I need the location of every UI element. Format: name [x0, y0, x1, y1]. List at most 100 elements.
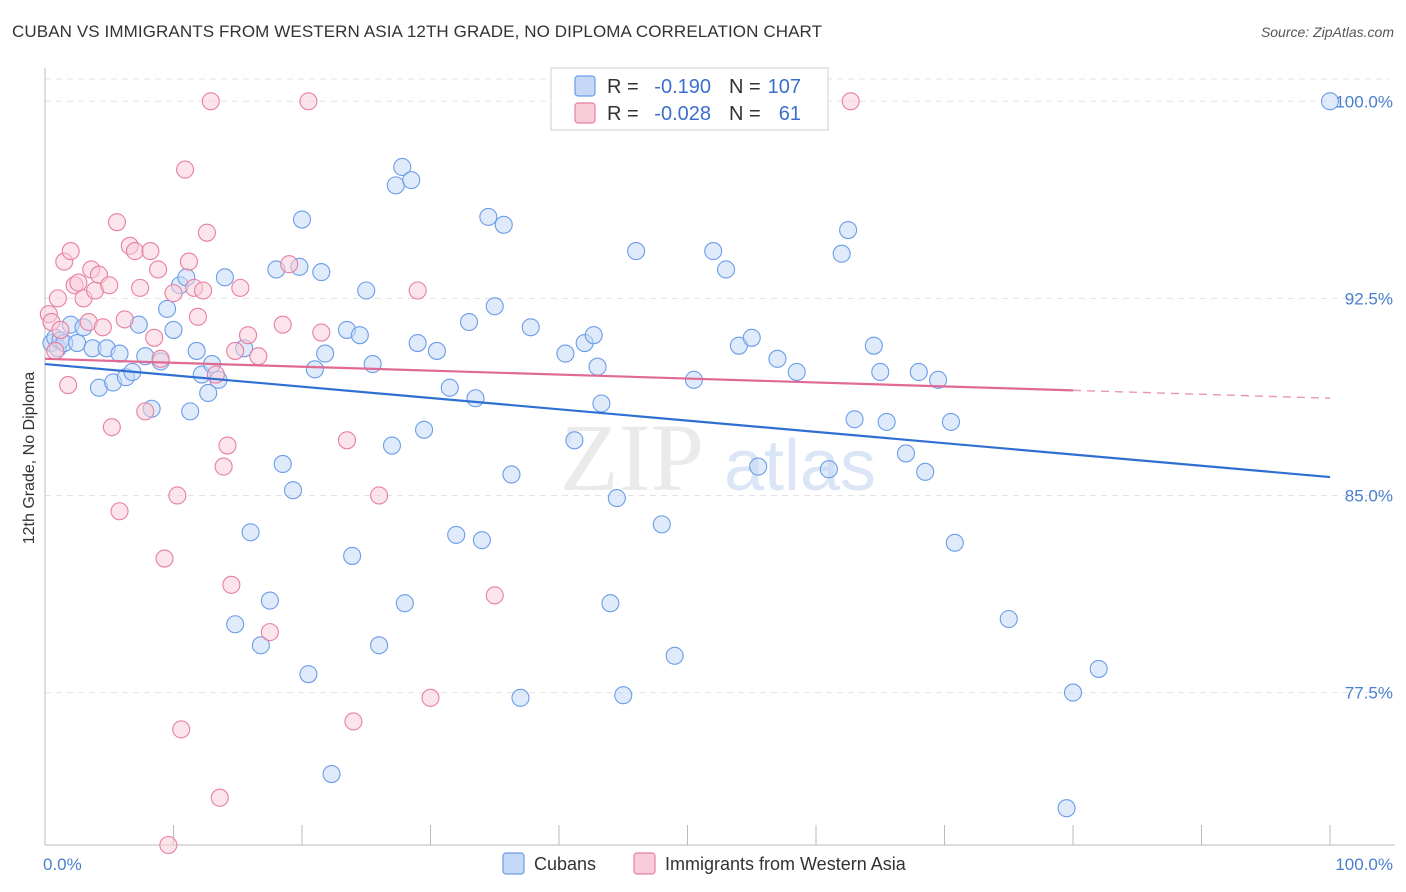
point-0-81 [665, 646, 684, 665]
point-1-44 [218, 436, 237, 455]
point-0-58 [427, 341, 446, 360]
top-legend: R = -0.190 N = 107 R = -0.028 N = 61 [550, 67, 829, 131]
point-0-62 [466, 389, 485, 408]
legend-r-label-1: R = [607, 76, 639, 98]
point-0-95 [871, 362, 890, 382]
legend-n-label-2: N = [729, 103, 761, 125]
legend-n-value-2: 61 [779, 103, 801, 125]
axes [44, 68, 1395, 846]
point-1-50 [260, 623, 279, 642]
point-0-84 [716, 260, 736, 279]
point-0-86 [742, 328, 761, 347]
point-0-47 [350, 326, 369, 345]
point-1-25 [141, 242, 160, 261]
point-0-23 [181, 402, 200, 421]
legend-r-value-1: -0.190 [654, 76, 711, 98]
chart-title: CUBAN VS IMMIGRANTS FROM WESTERN ASIA 12… [12, 22, 823, 41]
point-0-101 [941, 412, 960, 431]
point-1-33 [172, 720, 191, 739]
trend-line-0 [44, 362, 1331, 479]
point-0-74 [588, 357, 607, 376]
y-tick-labels: 77.5% 85.0% 92.5% 100.0% [1335, 92, 1393, 702]
point-0-69 [521, 318, 540, 337]
point-0-70 [556, 344, 575, 363]
point-1-4 [51, 320, 70, 339]
point-0-107 [1320, 92, 1340, 111]
point-0-53 [393, 157, 412, 177]
point-1-18 [107, 213, 127, 232]
point-1-19 [110, 502, 129, 521]
point-0-50 [370, 636, 389, 655]
point-0-78 [614, 686, 633, 705]
point-0-6 [68, 334, 87, 353]
series-points [39, 92, 1340, 855]
y-tick-label-2: 92.5% [1345, 289, 1393, 308]
watermark-atlas: atlas [724, 426, 876, 506]
legend-n-label-1: N = [729, 76, 761, 98]
point-0-79 [627, 242, 646, 261]
point-0-92 [839, 221, 858, 240]
point-0-90 [819, 460, 838, 479]
bottom-legend: Cubans Immigrants from Western Asia [502, 852, 907, 875]
point-0-102 [945, 533, 964, 552]
legend-r-value-2: -0.028 [654, 103, 711, 125]
point-0-80 [652, 515, 671, 534]
source-note: Source: ZipAtlas.com [1260, 24, 1394, 40]
y-tick-label-3: 100.0% [1335, 92, 1393, 111]
point-0-94 [864, 336, 883, 355]
point-0-59 [440, 378, 459, 397]
point-1-45 [222, 575, 241, 594]
point-1-46 [226, 341, 245, 360]
point-0-97 [896, 444, 916, 463]
trend-line-1 [44, 357, 1074, 392]
point-0-40 [299, 665, 318, 684]
point-1-20 [115, 310, 134, 329]
point-0-41 [305, 360, 324, 379]
point-1-40 [201, 92, 220, 111]
point-0-55 [402, 171, 421, 190]
bottom-legend-label-cubans: Cubans [534, 854, 596, 874]
point-1-32 [168, 486, 187, 505]
point-0-75 [592, 394, 611, 413]
x-tick-label-1: 100.0% [1335, 855, 1393, 874]
point-0-48 [357, 281, 376, 300]
point-0-37 [283, 481, 303, 500]
point-1-31 [164, 284, 183, 303]
point-1-22 [125, 242, 144, 261]
point-0-89 [787, 362, 806, 382]
point-1-48 [238, 326, 258, 345]
point-0-105 [1063, 683, 1083, 702]
point-0-20 [164, 320, 183, 339]
point-1-49 [249, 347, 268, 366]
point-1-42 [210, 788, 229, 807]
point-0-83 [704, 242, 723, 261]
point-0-51 [382, 436, 402, 455]
grid [45, 78, 1390, 694]
point-0-96 [877, 412, 896, 431]
point-0-34 [260, 591, 279, 610]
point-0-32 [241, 523, 260, 542]
point-0-76 [601, 594, 620, 613]
point-0-52 [386, 176, 405, 195]
point-1-6 [59, 376, 78, 395]
point-1-58 [408, 281, 427, 300]
point-1-23 [131, 278, 150, 297]
point-0-57 [415, 420, 434, 439]
point-0-30 [226, 615, 245, 634]
legend-r-label-2: R = [607, 103, 639, 125]
x-tick-labels: 0.0% 100.0% [43, 855, 1393, 874]
bottom-legend-label-western-asia: Immigrants from Western Asia [665, 854, 907, 874]
point-0-71 [565, 431, 584, 450]
legend-box [550, 67, 829, 131]
point-1-54 [312, 323, 331, 342]
point-0-87 [749, 457, 768, 476]
point-1-29 [155, 549, 174, 568]
point-1-30 [159, 835, 178, 855]
point-0-67 [502, 465, 521, 484]
point-0-66 [494, 215, 513, 234]
point-0-98 [909, 362, 928, 382]
point-0-64 [479, 207, 498, 226]
point-0-39 [292, 210, 312, 229]
point-0-29 [215, 268, 234, 287]
